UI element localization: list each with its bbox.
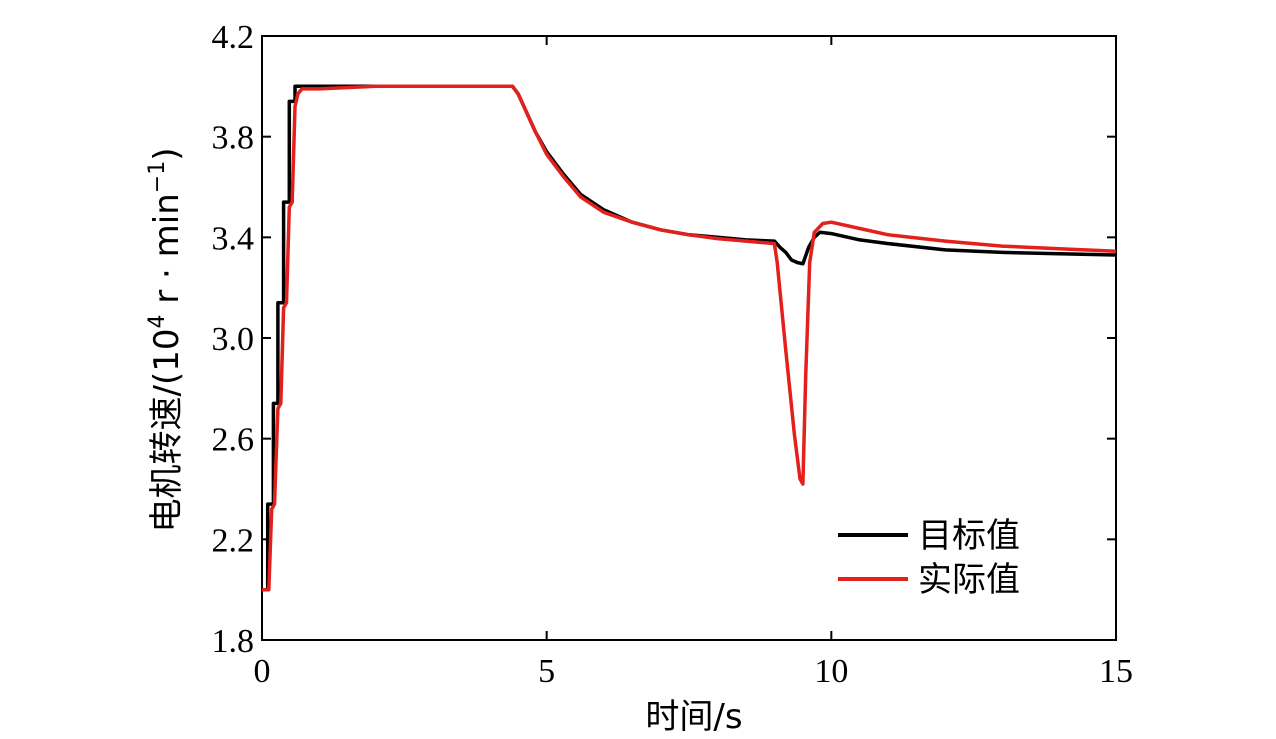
x-tick-label-2: 10 [814, 653, 848, 690]
series-line-actual [262, 84, 1117, 592]
x-tick-label-3: 15 [1099, 653, 1133, 690]
axis-tick-labels: 0 5 10 15 1.8 2.2 2.6 3.0 3.4 3.8 4.2 [212, 19, 1134, 690]
x-axis-title: 时间/s [645, 697, 742, 737]
y-tick-label-4: 3.4 [212, 220, 255, 257]
legend-label-target: 目标值 [918, 516, 1020, 556]
y-tick-label-3: 3.0 [212, 321, 255, 358]
y-tick-label-2: 2.6 [212, 422, 255, 459]
x-tick-label-1: 5 [538, 653, 555, 690]
y-tick-label-6: 4.2 [212, 19, 255, 56]
series-lines [262, 84, 1117, 592]
y-tick-label-1: 2.2 [212, 522, 255, 559]
x-tick-label-0: 0 [254, 653, 271, 690]
axis-ticks [261, 35, 1117, 641]
legend: 目标值 实际值 [838, 516, 1020, 600]
y-tick-label-5: 3.8 [212, 120, 255, 157]
legend-label-actual: 实际值 [918, 560, 1020, 600]
series-line-target [262, 84, 1117, 592]
y-tick-label-0: 1.8 [212, 623, 255, 660]
y-axis-title: 电机转速/(104 r · min−1) [145, 147, 187, 532]
